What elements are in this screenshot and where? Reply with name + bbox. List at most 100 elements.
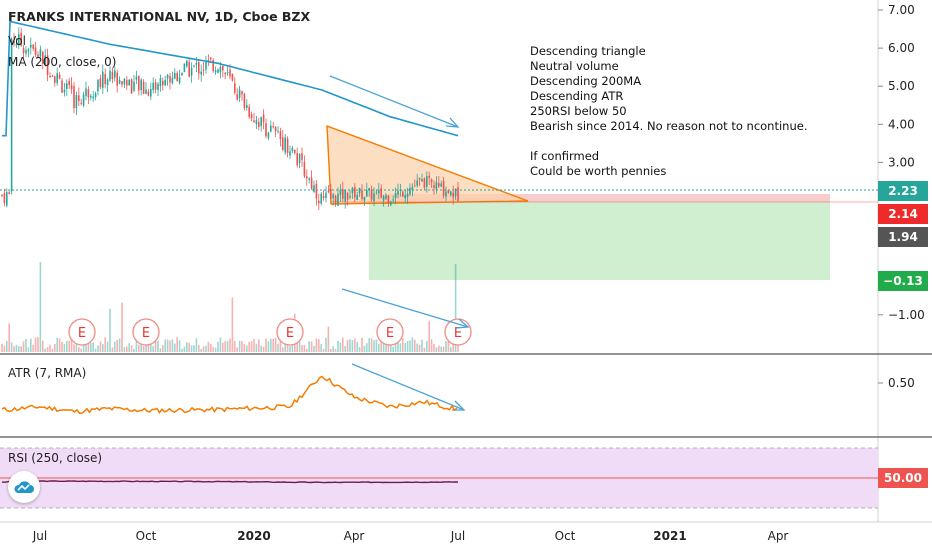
candle-body [22,48,25,54]
volume-bar [39,262,42,352]
volume-bar [94,348,97,352]
volume-bar [351,340,354,352]
candle-body [207,60,210,62]
volume-bar [380,338,382,352]
volume-bar [152,345,154,352]
candle-body [315,183,318,199]
candle-body [42,51,44,64]
candle-body [306,176,308,179]
candle-body [243,93,246,109]
candle-body [368,188,370,191]
candle-body [10,38,13,192]
volume-bar [80,348,82,352]
candle-body [418,178,421,180]
volume-bar [159,348,162,352]
volume-bar [44,348,46,352]
candle-body [454,188,457,197]
volume-bar [339,342,342,352]
volume-bar [82,341,85,352]
candle-body [270,125,272,132]
price-tick-label: −1.00 [888,308,925,322]
volume-bar [46,347,49,352]
volume-bar [157,340,159,352]
volume-bar [258,339,260,352]
atr-legend[interactable]: ATR (7, RMA) [8,366,87,380]
time-tick-label: Apr [768,529,789,543]
volume-bar [450,347,452,352]
volume-bar [313,345,315,352]
candle-body [82,94,85,106]
candle-body [267,132,270,138]
price-tick-label: 6.00 [888,41,915,55]
volume-bar [378,344,380,352]
candle-body [342,189,344,199]
volume-bar [123,347,126,352]
candle-body [20,32,22,46]
candle-body [123,78,126,85]
volume-bar [217,341,219,352]
volume-bar [128,343,130,352]
candle-body [351,187,354,194]
candle-body [61,80,63,93]
candle-body [373,193,375,202]
volume-legend[interactable]: Vol [8,34,26,48]
volume-bar [236,347,238,352]
rsi-legend[interactable]: RSI (250, close) [8,451,103,465]
volume-bar [109,308,111,352]
note-line: Could be worth pennies [530,164,667,178]
volume-bar [85,344,87,352]
candle-body [25,50,27,54]
candle-body [409,187,411,195]
volume-bar [301,344,303,352]
volume-bar [409,340,411,352]
candle-body [310,177,313,190]
candle-body [272,126,274,128]
volume-bar [130,345,133,352]
volume-bar [27,347,30,352]
candle-body [286,138,289,153]
candle-body [435,182,438,190]
ma-legend[interactable]: MA (200, close, 0) [8,55,117,69]
tradingview-logo[interactable] [8,471,40,503]
candle-body [296,153,298,166]
rsi-line [1,480,458,484]
candle-body [75,94,78,109]
volume-bar [34,337,37,352]
candle-body [27,49,30,52]
volume-bar [282,347,284,352]
volume-bar [145,344,147,352]
volume-bar [66,340,68,352]
candle-body [414,185,416,187]
volume-bar [315,338,318,352]
candle-body [447,190,450,194]
volume-bar [344,346,346,352]
candle-body [152,82,154,90]
candle-body [428,175,430,178]
volume-bar [279,340,282,352]
candle-body [222,65,224,71]
volume-bar [238,340,241,352]
candle-body [406,193,409,197]
volume-bar [202,346,205,352]
time-tick-label: Jul [32,529,47,543]
candle-body [80,102,82,104]
volume-bar [270,338,272,352]
volume-bar [277,343,279,352]
candle-body [147,91,150,96]
candle-body [289,151,291,156]
volume-bar [274,337,277,352]
candle-body [282,137,284,150]
volume-bar [18,346,20,352]
candle-body [330,189,332,199]
candle-body [99,78,102,88]
candle-body [92,96,94,99]
volume-bar [445,341,447,352]
atr-tick-label: 0.50 [888,376,915,390]
volume-bar [97,345,99,352]
note-line: Descending ATR [530,89,624,103]
volume-bar [200,348,202,352]
candle-body [416,180,418,186]
atr-line [1,375,458,415]
candle-body [404,195,406,199]
